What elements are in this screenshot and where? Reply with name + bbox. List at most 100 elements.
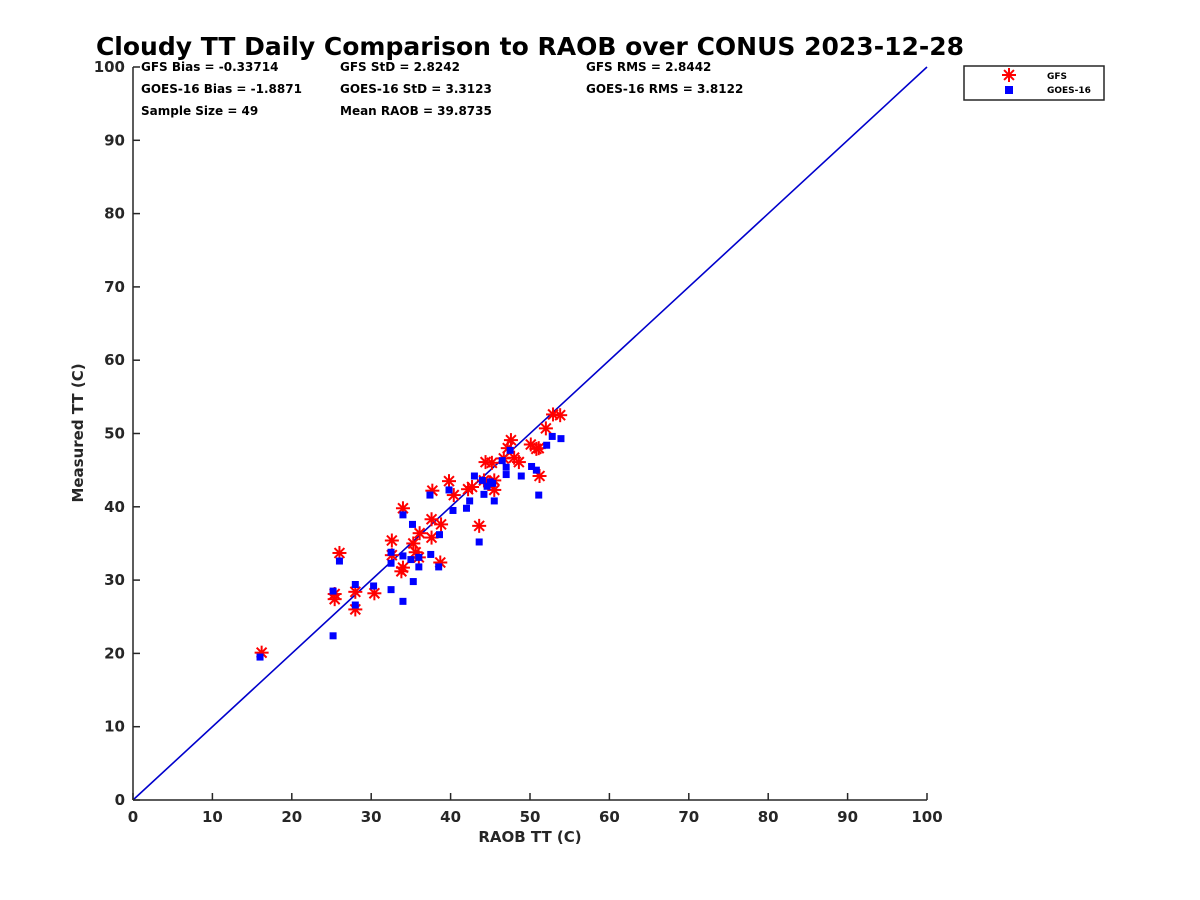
goes-16-series: [256, 432, 565, 661]
gfs-point: [538, 421, 553, 436]
stat-gfs-std: GFS StD = 2.8242: [340, 60, 460, 74]
x-tick-label: 0: [128, 808, 138, 826]
y-tick-label: 60: [104, 351, 125, 369]
goes-16-point: [483, 482, 491, 490]
stat-gfs-rms: GFS RMS = 2.8442: [586, 60, 711, 74]
stat-goes-rms: GOES-16 RMS = 3.8122: [586, 82, 743, 96]
goes-16-point: [557, 435, 565, 443]
goes-16-point: [449, 506, 457, 514]
gfs-point: [472, 518, 487, 533]
goes-16-point: [329, 632, 337, 640]
legend-gfs-asterisk: [1002, 68, 1016, 82]
goes-16-point: [517, 472, 525, 480]
goes-16-point: [462, 504, 470, 512]
goes-16-point: [387, 548, 395, 556]
goes-16-point: [502, 463, 510, 471]
y-tick-label: 80: [104, 205, 125, 223]
y-axis-label: Measured TT (C): [69, 363, 87, 502]
gfs-point: [553, 408, 568, 423]
goes-16-point: [426, 491, 434, 499]
y-tick-label: 20: [104, 644, 125, 662]
goes-16-point: [535, 491, 543, 499]
goes-16-point: [387, 586, 395, 594]
goes-16-point: [506, 446, 514, 454]
legend-goes-16-label: GOES-16: [1047, 86, 1091, 96]
goes-16-point: [415, 553, 423, 561]
stats-block: GFS Bias = -0.33714 GFS StD = 2.8242 GFS…: [141, 60, 743, 118]
goes-16-point: [543, 441, 551, 449]
goes-16-point: [475, 538, 483, 546]
y-tick-label: 10: [104, 718, 125, 736]
chart-title: Cloudy TT Daily Comparison to RAOB over …: [96, 32, 964, 61]
goes-16-point: [351, 601, 359, 609]
goes-16-point: [466, 497, 474, 505]
goes-16-point: [470, 472, 478, 480]
goes-16-point: [478, 476, 486, 484]
goes-16-point: [435, 563, 443, 571]
goes-16-point: [409, 578, 417, 586]
goes-16-point: [480, 490, 488, 498]
goes-16-point: [387, 559, 395, 567]
goes-16-point: [427, 550, 435, 558]
goes-16-point: [399, 552, 407, 560]
stat-goes-std: GOES-16 StD = 3.3123: [340, 82, 492, 96]
goes-16-point: [490, 497, 498, 505]
gfs-point: [484, 455, 499, 470]
gfs-point: [442, 474, 457, 489]
x-axis-label: RAOB TT (C): [478, 828, 581, 846]
x-tick-label: 30: [361, 808, 382, 826]
goes-16-point: [532, 466, 540, 474]
y-axis: 0 10 20 30 40 50 60 70 80 90 100 Measured TT (C): [69, 58, 140, 809]
goes-16-point: [335, 557, 343, 565]
goes-16-point: [435, 531, 443, 539]
x-tick-label: 40: [440, 808, 461, 826]
goes-16-point: [256, 653, 264, 661]
goes-16-point: [408, 520, 416, 528]
legend-gfs-label: GFS: [1047, 72, 1067, 82]
goes-16-point: [489, 479, 497, 487]
goes-16-point: [351, 580, 359, 588]
goes-16-point: [415, 563, 423, 571]
goes-16-point: [399, 511, 407, 519]
goes-16-point: [407, 556, 415, 564]
x-ticks: 0 10 20 30 40 50 60 70 80 90 100: [128, 793, 943, 826]
gfs-point: [434, 517, 449, 532]
legend-goes-16-marker: [1005, 86, 1013, 94]
gfs-point: [395, 560, 410, 575]
y-ticks: 0 10 20 30 40 50 60 70 80 90 100: [94, 58, 140, 809]
x-tick-label: 60: [599, 808, 620, 826]
legend: GFS GOES-16: [963, 65, 1105, 101]
y-tick-label: 100: [94, 58, 125, 76]
one-to-one-line: [132, 66, 928, 801]
goes-16-point: [502, 471, 510, 479]
legend-box: [963, 65, 1105, 101]
gfs-point: [424, 512, 439, 527]
goes-16-point: [445, 486, 453, 494]
gfs-point: [503, 433, 518, 448]
stat-mean-raob: Mean RAOB = 39.8735: [340, 104, 492, 118]
gfs-point: [408, 545, 423, 560]
y-tick-label: 90: [104, 131, 125, 149]
y-tick-label: 40: [104, 498, 125, 516]
x-axis: 0 10 20 30 40 50 60 70 80 90 100 RAOB TT (C): [128, 793, 943, 846]
y-tick-label: 0: [115, 791, 125, 809]
x-tick-label: 80: [758, 808, 779, 826]
gfs-point: [384, 533, 399, 548]
stat-goes-bias: GOES-16 Bias = -1.8871: [141, 82, 302, 96]
y-tick-label: 50: [104, 425, 125, 443]
legend-gfs-marker: [1002, 68, 1016, 82]
y-tick-label: 70: [104, 278, 125, 296]
plot-area: [132, 66, 928, 801]
x-tick-label: 100: [911, 808, 942, 826]
goes-16-point: [329, 587, 337, 595]
x-tick-label: 90: [837, 808, 858, 826]
gfs-point: [465, 480, 480, 495]
goes-16-point: [399, 597, 407, 605]
goes-16-point: [528, 462, 536, 470]
x-tick-label: 50: [520, 808, 541, 826]
stat-sample-size: Sample Size = 49: [141, 104, 258, 118]
x-tick-label: 70: [678, 808, 699, 826]
gfs-point: [511, 455, 526, 470]
stat-gfs-bias: GFS Bias = -0.33714: [141, 60, 278, 74]
